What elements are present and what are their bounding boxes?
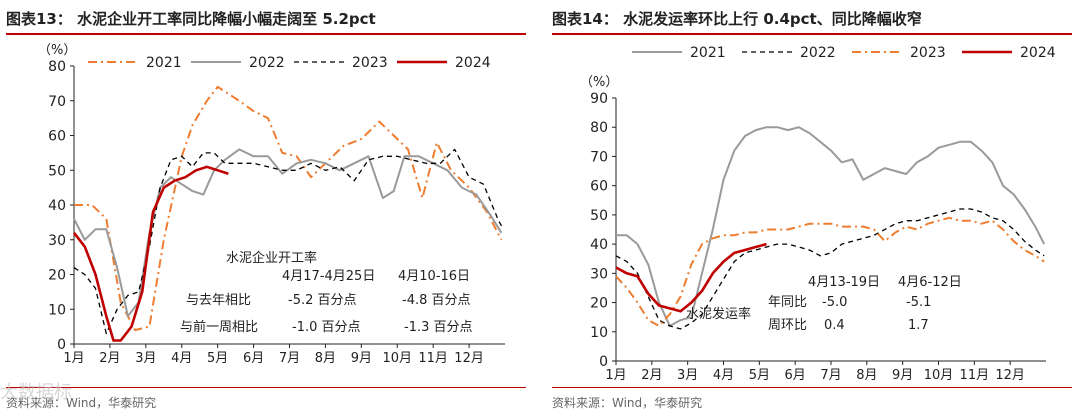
y-tick-label: 70 [48, 94, 66, 110]
x-tick-label: 3月 [677, 368, 698, 380]
source-note: 资料来源：Wind，华泰研究 [6, 396, 157, 410]
x-tick-label: 9月 [351, 351, 372, 366]
source-note: 资料来源：Wind，华泰研究 [552, 396, 703, 410]
chart-title: 图表13： 水泥企业开工率同比降幅小幅走阔至 5.2pct [6, 10, 376, 28]
x-tick-label: 9月 [892, 368, 913, 380]
y-tick-label: 10 [48, 302, 66, 318]
y-tick-label: 20 [590, 296, 608, 312]
y-tick-label: 0 [599, 354, 608, 370]
x-tick-label: 8月 [856, 368, 877, 380]
x-tick-label: 12月 [454, 351, 484, 366]
x-tick-label: 7月 [279, 351, 300, 366]
y-tick-label: 10 [590, 325, 608, 341]
legend-label-2024: 2024 [455, 55, 491, 71]
x-tick-label: 2月 [641, 368, 662, 380]
annotation-row2-label: 与前一周相比 [180, 319, 258, 335]
annotation-row2-label: 周环比 [768, 318, 807, 333]
x-tick-label: 5月 [749, 368, 770, 380]
y-axis-unit-label: （%） [580, 75, 618, 90]
x-tick-label: 10月 [382, 351, 412, 366]
series-annotation-label: 水泥发运率 [686, 306, 751, 322]
annotation-row1-v2: -4.8 百分点 [402, 293, 471, 308]
annotation-col2: 4月6-12日 [898, 275, 962, 290]
y-tick-label: 60 [590, 179, 608, 195]
chart-title: 图表14： 水泥发运率环比上行 0.4pct、同比降幅收窄 [552, 10, 922, 28]
x-tick-label: 11月 [960, 368, 990, 380]
x-tick-label: 10月 [924, 368, 954, 380]
title-rule [6, 33, 526, 35]
y-tick-label: 20 [48, 268, 66, 284]
annotation-col2: 4月10-16日 [398, 269, 470, 284]
x-tick-label: 4月 [713, 368, 734, 380]
chart-svg: （%） 0 10 20 30 40 50 60 70 80 90 1月 2月 3月 4月 5月 6月 7月 8月 9月… [580, 45, 1056, 380]
watermark: 大数据标 [0, 382, 72, 403]
x-tick-label: 2月 [99, 351, 120, 366]
annotation-title: 水泥企业开工率 [226, 250, 317, 266]
annotation-row1-label: 与去年相比 [186, 293, 251, 308]
chart-svg: （%） 0 10 20 30 40 50 60 70 80 1月 2月 3月 4月 5月 6月 7月 8月 9月 10… [38, 43, 505, 366]
legend-label-2022: 2022 [249, 55, 285, 71]
chart-panel-operating-rate: 图表13： 水泥企业开工率同比降幅小幅走阔至 5.2pct （%） 0 10 20 30… [0, 0, 530, 419]
y-tick-label: 70 [590, 149, 608, 165]
series-line-2021 [616, 126, 1046, 327]
title-rule [552, 33, 1072, 35]
y-tick-label: 80 [48, 59, 66, 75]
series-line-2023 [615, 216, 1045, 327]
x-tick-label: 6月 [243, 351, 264, 366]
annotation-row2-v1: -1.0 百分点 [292, 320, 361, 335]
y-tick-label: 50 [590, 208, 608, 224]
x-tick-label: 1月 [605, 368, 626, 380]
annotation-col1: 4月17-4月25日 [282, 269, 375, 284]
y-tick-label: 0 [57, 337, 66, 353]
annotation-row1-v1: -5.0 [822, 295, 847, 310]
legend-label-2021: 2021 [146, 55, 182, 71]
y-tick-label: 80 [590, 120, 608, 136]
y-tick-label: 60 [48, 129, 66, 145]
annotation-row1-label: 年同比 [768, 295, 807, 310]
annotation-col1: 4月13-19日 [808, 275, 880, 290]
y-tick-label: 90 [590, 91, 608, 107]
x-tick-label: 3月 [135, 351, 156, 366]
x-tick-label: 8月 [315, 351, 336, 366]
series-line-2024 [615, 242, 767, 313]
legend-label-2023: 2023 [910, 45, 946, 61]
series-line-2024 [72, 165, 229, 342]
legend-label-2024: 2024 [1020, 45, 1056, 61]
x-tick-label: 12月 [995, 368, 1025, 380]
series-line-2021 [74, 85, 503, 332]
bottom-rule [6, 387, 526, 388]
annotation-row2-v1: 0.4 [824, 318, 845, 333]
legend-label-2022: 2022 [800, 45, 836, 61]
y-axis-unit-label: （%） [38, 43, 76, 58]
y-tick-label: 40 [48, 198, 66, 214]
annotation-row2-v2: -1.3 百分点 [404, 320, 473, 335]
annotation-row1-v1: -5.2 百分点 [288, 293, 357, 308]
y-tick-label: 40 [590, 237, 608, 253]
x-tick-label: 4月 [171, 351, 192, 366]
chart-panel-shipment-rate: 图表14： 水泥发运率环比上行 0.4pct、同比降幅收窄 （%） 0 10 20 30… [546, 0, 1080, 419]
bottom-rule [552, 387, 1072, 388]
y-tick-label: 30 [48, 233, 66, 249]
x-tick-label: 5月 [207, 351, 228, 366]
y-tick-label: 30 [590, 266, 608, 282]
legend-label-2021: 2021 [690, 45, 726, 61]
x-tick-label: 7月 [820, 368, 841, 380]
series-line-2022 [73, 148, 503, 318]
series-line-2023 [73, 148, 504, 335]
series-line-2022 [615, 208, 1045, 330]
legend-label-2023: 2023 [352, 55, 388, 71]
x-tick-label: 11月 [418, 351, 448, 366]
annotation-row1-v2: -5.1 [906, 295, 931, 310]
x-tick-label: 6月 [785, 368, 806, 380]
x-tick-label: 1月 [63, 351, 84, 366]
y-tick-label: 50 [48, 163, 66, 179]
annotation-row2-v2: 1.7 [908, 318, 929, 333]
